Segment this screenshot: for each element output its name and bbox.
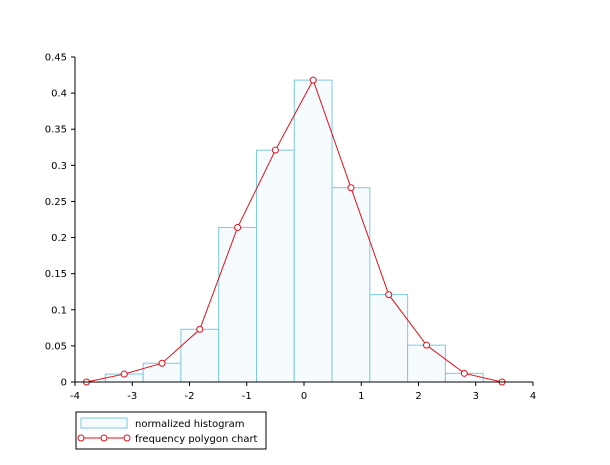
y-tick-label: 0.1	[51, 305, 67, 316]
y-tick-label: 0	[61, 378, 67, 389]
polygon-layer	[82, 76, 506, 386]
polygon-point	[460, 369, 468, 377]
polygon-point	[158, 359, 166, 367]
y-tick-label: 0.2	[51, 233, 67, 244]
polygon-point	[423, 341, 431, 349]
legend-polygon-marker	[123, 434, 131, 442]
histogram-bar	[369, 294, 409, 383]
x-tick-label: -3	[127, 391, 137, 402]
legend-histogram-swatch	[80, 417, 128, 429]
y-tick-label: 0.3	[51, 161, 67, 172]
y-tick-label: 0.05	[45, 341, 67, 352]
x-tick-label: 3	[473, 391, 479, 402]
legend-polygon-label: frequency polygon chart	[135, 434, 258, 445]
y-tick-label: 0.4	[51, 89, 67, 100]
polygon-point	[309, 76, 317, 84]
histogram-bar	[255, 149, 295, 383]
polygon-point	[271, 146, 279, 154]
x-tick-label: -2	[185, 391, 195, 402]
legend: normalized histogram frequency polygon c…	[75, 411, 267, 450]
polygon-line	[86, 78, 503, 383]
x-tick-label: 2	[415, 391, 421, 402]
legend-polygon-marker	[77, 434, 85, 442]
x-tick-label: 0	[301, 391, 307, 402]
polygon-point	[347, 184, 355, 192]
axes-layer: -4 -3 -2 -1 0 1 2 3 4 0 0.05 0.1 0.15 0.2 0.25 0.3 0.35 0…	[45, 53, 536, 403]
histogram-bar	[407, 344, 446, 383]
x-tick-label: -1	[242, 391, 252, 402]
y-tick-label: 0.25	[45, 197, 67, 208]
legend-histogram-label: normalized histogram	[135, 419, 244, 430]
histogram-bar	[218, 226, 257, 383]
histogram-bar	[293, 79, 333, 383]
x-tick-label: -4	[70, 391, 80, 402]
polygon-point	[120, 370, 128, 378]
polygon-point	[385, 291, 393, 299]
y-tick-label: 0.15	[45, 269, 67, 280]
x-tick-label: 4	[530, 391, 536, 402]
x-tick-label: 1	[358, 391, 364, 402]
polygon-point	[234, 223, 242, 231]
legend-polygon-marker	[100, 434, 108, 442]
histogram-bar	[180, 328, 220, 383]
y-tick-label: 0.45	[45, 53, 67, 64]
histogram-bar	[331, 187, 371, 383]
polygon-point	[196, 325, 204, 333]
y-tick-label: 0.35	[45, 125, 67, 136]
histogram-layer	[104, 79, 484, 383]
